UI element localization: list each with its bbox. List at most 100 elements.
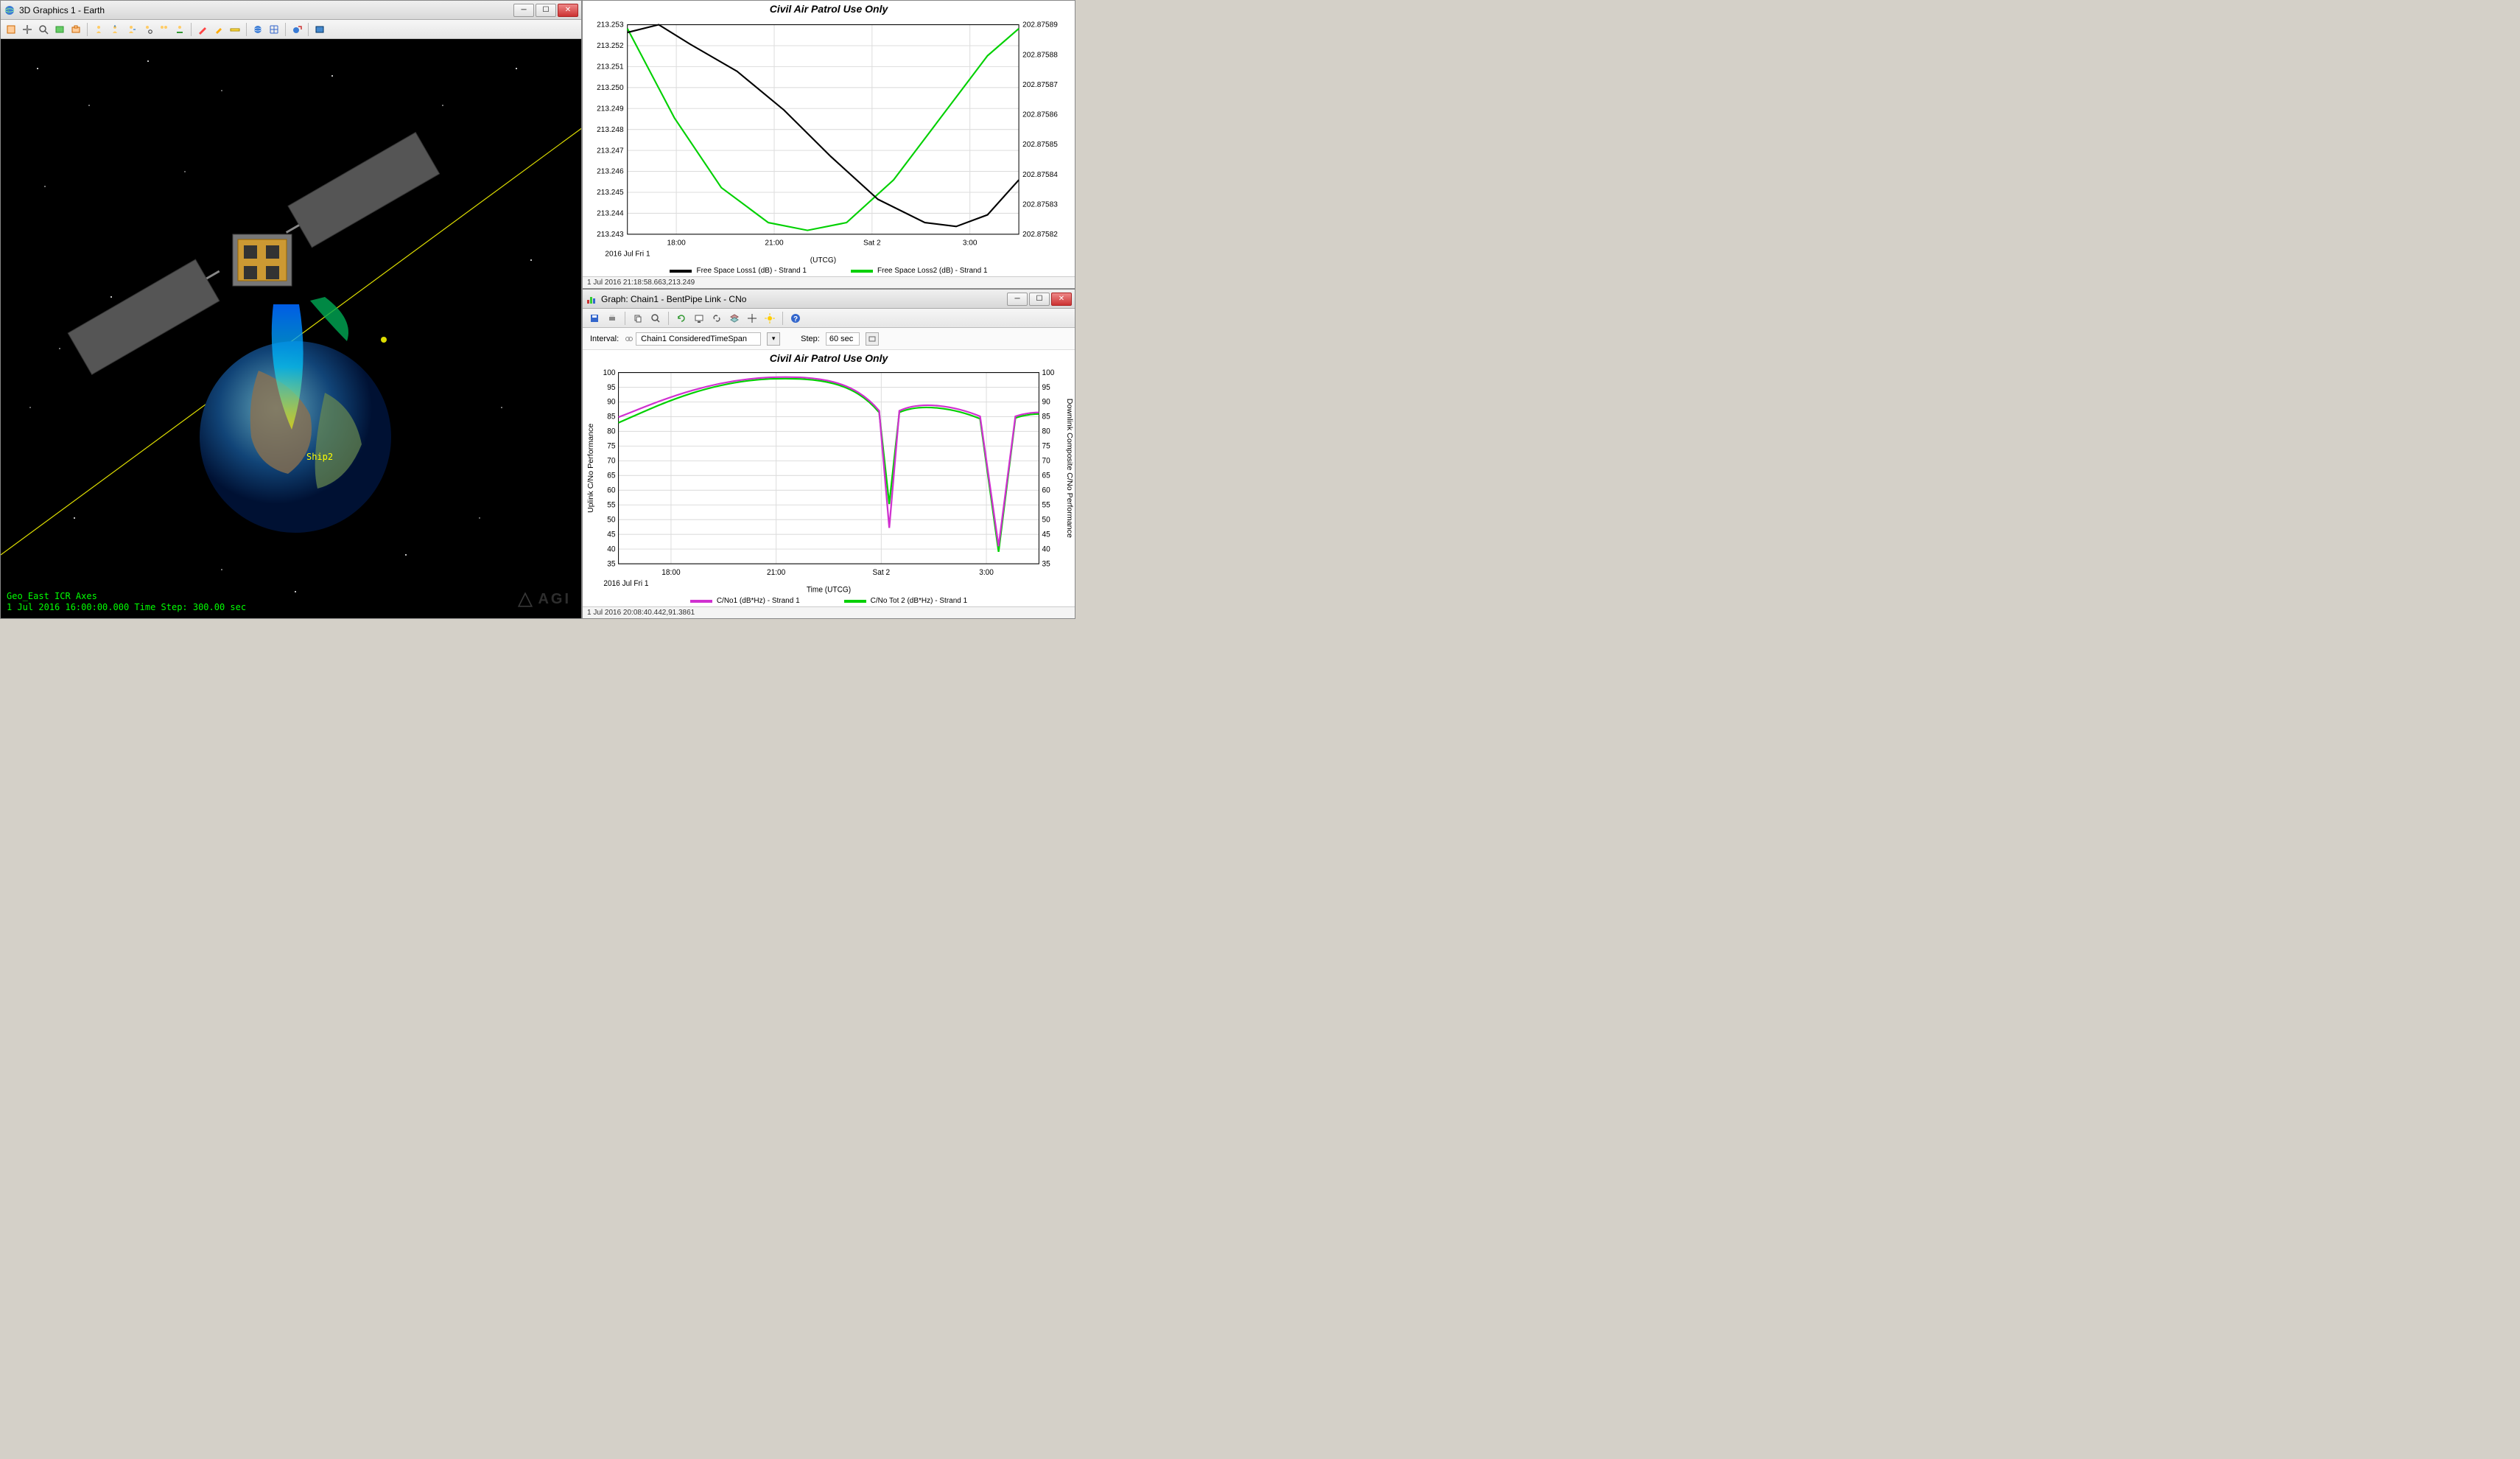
svg-text:202.87589: 202.87589 — [1022, 21, 1058, 29]
svg-text:213.250: 213.250 — [597, 84, 624, 92]
chart1-title: Civil Air Patrol Use Only — [583, 1, 1075, 17]
svg-text:(UTCG): (UTCG) — [810, 256, 836, 265]
crosshair-icon[interactable] — [745, 311, 759, 326]
scene-icon[interactable] — [52, 22, 67, 37]
interval-label: Interval: — [590, 335, 619, 343]
monitor-icon[interactable] — [692, 311, 706, 326]
graph-icon — [586, 293, 597, 305]
svg-text:Time (UTCG): Time (UTCG) — [807, 586, 851, 594]
print-icon[interactable] — [605, 311, 620, 326]
svg-text:213.243: 213.243 — [597, 231, 624, 239]
refresh-icon[interactable] — [674, 311, 689, 326]
svg-text:213.247: 213.247 — [597, 147, 624, 155]
person-north-icon[interactable] — [108, 22, 122, 37]
svg-text:90: 90 — [1042, 398, 1050, 406]
grid-icon[interactable] — [267, 22, 281, 37]
help-icon[interactable]: ? — [788, 311, 803, 326]
svg-text:95: 95 — [1042, 384, 1050, 392]
svg-text:213.246: 213.246 — [597, 168, 624, 176]
svg-text:50: 50 — [1042, 516, 1050, 524]
minimize-button[interactable]: ─ — [513, 4, 534, 17]
svg-text:213.253: 213.253 — [597, 21, 624, 29]
graph-titlebar[interactable]: Graph: Chain1 - BentPipe Link - CNo ─ ☐ … — [583, 290, 1075, 309]
person-track-icon[interactable] — [172, 22, 187, 37]
svg-text:85: 85 — [1042, 413, 1050, 421]
3d-viewport[interactable]: Ship2 AGI Geo_East ICR Axes 1 Jul 2016 1… — [1, 39, 581, 618]
svg-text:2016 Jul Fri 1: 2016 Jul Fri 1 — [605, 250, 650, 258]
svg-text:?: ? — [793, 315, 798, 323]
graph-maximize-button[interactable]: ☐ — [1029, 293, 1050, 306]
zoom-graph-icon[interactable] — [648, 311, 663, 326]
pan-icon[interactable] — [20, 22, 35, 37]
interval-controls: Interval: ▾ Step: — [583, 328, 1075, 350]
layers-icon[interactable] — [727, 311, 742, 326]
graph-minimize-button[interactable]: ─ — [1007, 293, 1028, 306]
cno-graph-window: Graph: Chain1 - BentPipe Link - CNo ─ ☐ … — [582, 289, 1075, 619]
legend2-series2: C/No Tot 2 (dB*Hz) - Strand 1 — [871, 597, 968, 605]
link-icon[interactable] — [709, 311, 724, 326]
agi-watermark: AGI — [517, 591, 571, 608]
svg-text:60: 60 — [607, 486, 615, 494]
interval-input[interactable] — [636, 332, 761, 346]
svg-text:35: 35 — [607, 560, 615, 568]
svg-text:55: 55 — [1042, 501, 1050, 509]
svg-text:Sat 2: Sat 2 — [863, 239, 881, 247]
edit-icon[interactable] — [211, 22, 226, 37]
svg-text:75: 75 — [607, 442, 615, 450]
chart2-legend: C/No1 (dB*Hz) - Strand 1 C/No Tot 2 (dB*… — [583, 595, 1075, 606]
chart2-plot-area[interactable]: 3535404045455050555560606565707075758080… — [583, 366, 1075, 595]
svg-text:45: 45 — [607, 531, 615, 539]
globe-grid-icon[interactable] — [250, 22, 265, 37]
svg-text:213.245: 213.245 — [597, 189, 624, 197]
step-input[interactable] — [826, 332, 860, 346]
graph-close-button[interactable]: ✕ — [1051, 293, 1072, 306]
globe-icon — [4, 4, 15, 16]
svg-text:202.87584: 202.87584 — [1022, 171, 1058, 179]
camera-icon[interactable] — [69, 22, 83, 37]
free-space-loss-chart-panel: Civil Air Patrol Use Only 213.243 213.244… — [582, 0, 1075, 289]
svg-text:40: 40 — [1042, 545, 1050, 553]
svg-text:213.252: 213.252 — [597, 42, 624, 50]
svg-text:90: 90 — [607, 398, 615, 406]
close-button[interactable]: ✕ — [558, 4, 578, 17]
svg-text:21:00: 21:00 — [765, 239, 784, 247]
viewport-status-overlay: Geo_East ICR Axes 1 Jul 2016 16:00:00.00… — [7, 591, 246, 614]
graph-toolbar: ? — [583, 309, 1075, 328]
person-zoom-icon[interactable] — [140, 22, 155, 37]
zoom-icon[interactable] — [36, 22, 51, 37]
svg-text:213.244: 213.244 — [597, 209, 624, 217]
pencil-icon[interactable] — [195, 22, 210, 37]
svg-text:202.87585: 202.87585 — [1022, 141, 1058, 149]
chart1-status: 1 Jul 2016 21:18:58.663,213.249 — [583, 276, 1075, 288]
graph-window-title: Graph: Chain1 - BentPipe Link - CNo — [601, 294, 1007, 304]
svg-text:80: 80 — [1042, 427, 1050, 435]
svg-text:18:00: 18:00 — [667, 239, 687, 247]
copy-icon[interactable] — [631, 311, 645, 326]
svg-text:Sat 2: Sat 2 — [873, 569, 891, 577]
chart2-status: 1 Jul 2016 20:08:40.442,91.3861 — [583, 606, 1075, 618]
person-view-icon[interactable] — [91, 22, 106, 37]
interval-dropdown-button[interactable]: ▾ — [767, 332, 780, 346]
3d-graphics-window: 3D Graphics 1 - Earth ─ ☐ ✕ — [0, 0, 582, 619]
person-follow-icon[interactable] — [156, 22, 171, 37]
globe-arrow-icon[interactable] — [289, 22, 304, 37]
svg-text:100: 100 — [603, 369, 616, 377]
screenshot-icon[interactable] — [312, 22, 327, 37]
sun-icon[interactable] — [762, 311, 777, 326]
3d-toolbar — [1, 20, 581, 39]
axes-label: Geo_East ICR Axes — [7, 591, 246, 603]
chart1-plot-area[interactable]: 213.243 213.244 213.245 213.246 213.247 213.2… — [583, 17, 1075, 265]
legend-series1: Free Space Loss1 (dB) - Strand 1 — [696, 267, 807, 275]
person-east-icon[interactable] — [124, 22, 138, 37]
legend-series2: Free Space Loss2 (dB) - Strand 1 — [877, 267, 988, 275]
object-label-ship2: Ship2 — [306, 452, 333, 462]
maximize-button[interactable]: ☐ — [536, 4, 556, 17]
save-icon[interactable] — [587, 311, 602, 326]
svg-text:65: 65 — [607, 472, 615, 480]
ruler-icon[interactable] — [228, 22, 242, 37]
titlebar[interactable]: 3D Graphics 1 - Earth ─ ☐ ✕ — [1, 1, 581, 20]
home-view-icon[interactable] — [4, 22, 18, 37]
svg-text:202.87587: 202.87587 — [1022, 81, 1058, 89]
chart2-title: Civil Air Patrol Use Only — [583, 350, 1075, 366]
step-unit-button[interactable] — [866, 332, 879, 346]
